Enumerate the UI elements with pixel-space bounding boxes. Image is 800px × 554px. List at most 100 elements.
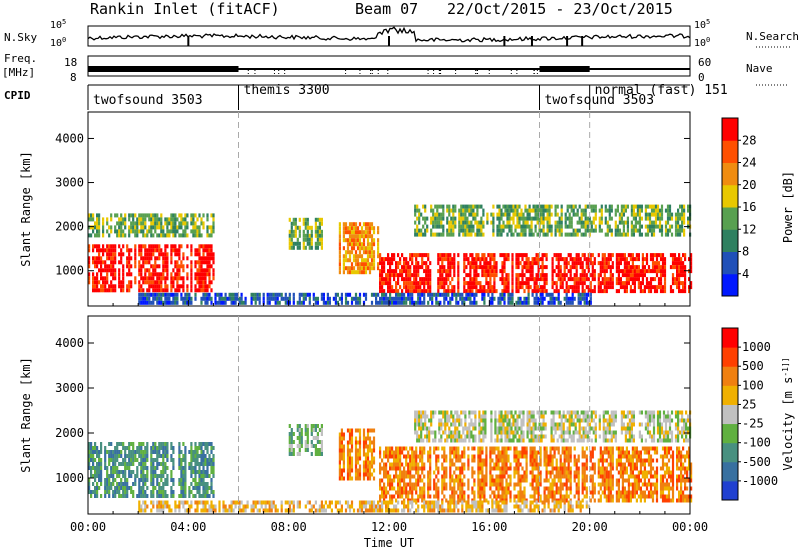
velocity-echo-cell — [415, 482, 418, 487]
power-echo-cell — [577, 281, 580, 286]
power-echo-cell — [625, 277, 628, 282]
power-echo-cell — [164, 264, 167, 269]
velocity-echo-cell — [160, 474, 163, 478]
power-echo-cell — [603, 269, 606, 274]
power-echo-cell — [629, 277, 632, 282]
velocity-echo-cell — [366, 464, 370, 469]
power-echo-cell — [377, 254, 380, 259]
power-echo-cell — [603, 257, 606, 262]
power-echo-cell — [671, 261, 675, 266]
velocity-echo-cell — [114, 462, 117, 466]
power-echo-cell — [633, 285, 636, 290]
power-echo-cell — [597, 277, 600, 282]
power-echo-cell — [288, 233, 291, 238]
power-echo-cell — [162, 268, 165, 273]
velocity-echo-cell — [505, 486, 508, 491]
power-echo-cell — [573, 273, 576, 278]
velocity-echo-cell — [196, 454, 199, 458]
power-echo-cell — [358, 300, 362, 305]
power-echo-cell — [290, 229, 293, 234]
power-echo-cell — [566, 224, 569, 229]
power-echo-cell — [537, 296, 540, 301]
velocity-echo-cell — [437, 466, 440, 471]
power-echo-cell — [627, 281, 630, 286]
power-echo-cell — [110, 280, 113, 285]
power-echo-cell — [150, 225, 153, 230]
power-echo-cell — [621, 273, 624, 278]
power-echo-cell — [451, 296, 454, 301]
power-echo-cell — [501, 269, 504, 274]
velocity-echo-cell — [290, 440, 293, 444]
power-echo-cell — [567, 253, 570, 258]
velocity-echo-cell — [182, 458, 185, 462]
velocity-echo-cell — [471, 486, 474, 491]
power-echo-cell — [134, 280, 137, 285]
power-echo-cell — [154, 280, 157, 285]
power-echo-cell — [678, 265, 681, 270]
velocity-echo-cell — [362, 460, 366, 465]
power-echo-cell — [625, 261, 628, 266]
power-echo-cell — [210, 233, 213, 238]
velocity-echo-cell — [461, 486, 464, 491]
power-echo-cell — [625, 289, 628, 294]
power-echo-cell — [198, 280, 201, 285]
velocity-echo-cell — [389, 454, 392, 459]
power-echo-cell — [206, 233, 209, 238]
power-echo-cell — [445, 281, 448, 286]
velocity-echo-cell — [435, 474, 438, 479]
power-echo-cell — [98, 233, 101, 238]
velocity-echo-cell — [106, 490, 109, 494]
power-echo-cell — [563, 289, 566, 294]
power-echo-cell — [516, 220, 519, 225]
velocity-echo-cell — [110, 482, 113, 486]
power-echo-cell — [92, 229, 95, 234]
velocity-echo-cell — [350, 456, 354, 461]
velocity-echo-cell — [547, 478, 550, 483]
power-echo-cell — [674, 224, 678, 229]
power-echo-cell — [364, 246, 368, 251]
power-echo-cell — [178, 252, 181, 257]
power-echo-cell — [168, 217, 171, 222]
power-echo-cell — [397, 265, 400, 270]
power-echo-cell — [393, 296, 396, 301]
power-echo-cell — [102, 248, 105, 253]
velocity-echo-cell — [381, 494, 384, 499]
power-echo-cell — [521, 257, 524, 262]
power-echo-cell — [104, 268, 107, 273]
power-echo-cell — [387, 257, 390, 262]
velocity-echo-cell — [533, 446, 536, 451]
power-echo-cell — [370, 242, 374, 247]
power-echo-cell — [660, 224, 664, 229]
velocity-echo-cell — [419, 494, 422, 499]
velocity-echo-cell — [399, 462, 402, 467]
power-echo-cell — [429, 285, 432, 290]
velocity-echo-cell — [200, 478, 203, 482]
power-echo-cell — [521, 300, 524, 305]
power-echo-cell — [639, 281, 642, 286]
power-echo-cell — [342, 230, 345, 235]
power-echo-cell — [298, 225, 301, 230]
power-echo-cell — [557, 292, 560, 297]
power-echo-cell — [519, 296, 522, 301]
power-echo-cell — [614, 208, 617, 213]
power-echo-cell — [542, 212, 545, 217]
power-echo-cell — [623, 265, 626, 270]
power-echo-cell — [551, 300, 554, 305]
power-echo-cell — [669, 265, 673, 270]
velocity-echo-cell — [525, 458, 528, 463]
velocity-echo-cell — [449, 478, 452, 483]
power-echo-cell — [462, 216, 465, 221]
power-echo-cell — [491, 292, 494, 297]
velocity-echo-cell — [138, 494, 141, 498]
power-echo-cell — [427, 265, 430, 270]
power-echo-cell — [164, 296, 167, 301]
power-echo-cell — [449, 289, 452, 294]
velocity-echo-cell — [194, 478, 197, 482]
power-echo-cell — [654, 212, 658, 217]
power-echo-cell — [358, 242, 362, 247]
velocity-echo-cell — [445, 466, 448, 471]
velocity-echo-cell — [348, 476, 352, 481]
power-echo-cell — [448, 220, 451, 225]
power-echo-cell — [483, 285, 486, 290]
power-echo-cell — [502, 228, 505, 233]
